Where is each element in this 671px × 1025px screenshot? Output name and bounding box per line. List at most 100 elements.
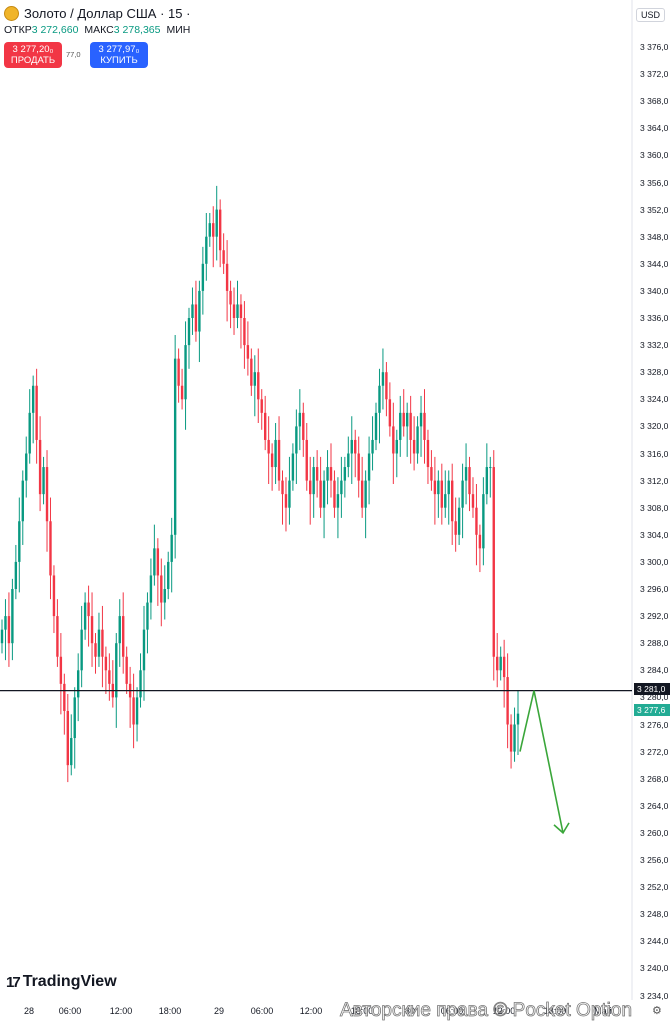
candle	[295, 409, 298, 484]
candle	[246, 321, 250, 376]
symbol-row[interactable]: Золото / Доллар США · 15 ·	[4, 6, 190, 21]
candle	[35, 368, 38, 464]
candle	[309, 456, 312, 525]
candle	[218, 199, 222, 268]
candle	[18, 497, 21, 593]
candle	[502, 639, 506, 708]
candle	[90, 592, 94, 667]
candle	[125, 646, 128, 695]
candle	[184, 321, 187, 430]
candle	[277, 416, 281, 491]
candle	[63, 673, 66, 735]
ohlc-readout: ОТКР3 272,660 МАКС3 278,365 МИН	[4, 24, 190, 36]
candle	[118, 599, 121, 667]
candle	[45, 450, 49, 552]
candle	[250, 348, 253, 396]
candle	[509, 714, 513, 769]
candle	[402, 389, 405, 437]
time-axis-label: 12:00	[109, 1006, 133, 1016]
forecast-arrow-path[interactable]	[519, 690, 564, 834]
candle	[364, 470, 367, 539]
candle	[478, 524, 482, 573]
candle	[4, 599, 7, 661]
price-axis-label: 3 276,0	[640, 719, 669, 730]
spread-value: 77,0	[66, 50, 81, 59]
price-axis-label: 3 352,0	[640, 204, 669, 215]
candle	[128, 666, 132, 728]
candle	[28, 389, 31, 464]
time-axis-label: 28	[23, 1006, 35, 1016]
candle	[66, 694, 69, 783]
candle	[94, 633, 97, 674]
high-value: 3 278,365	[113, 24, 161, 36]
candle	[367, 436, 371, 505]
candle	[412, 416, 416, 471]
candle	[153, 524, 156, 586]
candle	[516, 689, 520, 755]
candle	[267, 416, 270, 484]
time-axis-label: 12:00	[299, 1006, 323, 1016]
candle	[457, 497, 461, 545]
price-axis-label: 3 336,0	[640, 313, 669, 323]
tradingview-logo[interactable]: 17 TradingView	[6, 973, 117, 991]
candle	[468, 456, 471, 512]
settings-gear-icon[interactable]: ⚙	[652, 1005, 662, 1017]
candle	[38, 416, 42, 512]
candle	[430, 450, 433, 491]
candle	[298, 389, 302, 451]
open-value: 3 272,660	[31, 24, 79, 36]
candle	[59, 633, 63, 715]
candle	[281, 470, 284, 525]
price-axis-label: 3 340,0	[640, 285, 669, 296]
currency-button[interactable]: USD	[635, 8, 665, 22]
candle	[326, 450, 329, 505]
candle	[360, 456, 364, 518]
horizontal-line-price-tag: 3 281,0	[634, 683, 670, 695]
symbol-title: Золото / Доллар США · 15 ·	[24, 6, 191, 21]
candle	[7, 592, 11, 667]
candle	[201, 246, 205, 315]
sell-price: 3 277,20₀	[12, 44, 54, 55]
sell-button[interactable]: 3 277,20₀ ПРОДАТЬ	[4, 42, 62, 68]
candle	[146, 592, 149, 654]
candle	[263, 395, 267, 451]
time-axis-label: 18:00	[158, 1006, 182, 1016]
sell-label: ПРОДАТЬ	[10, 55, 56, 66]
price-axis-label: 3 292,0	[640, 611, 669, 622]
price-axis-label: 3 368,0	[640, 96, 669, 107]
logo-text: TradingView	[22, 973, 117, 990]
candle	[399, 395, 402, 457]
candle	[163, 565, 166, 620]
candle	[21, 470, 24, 545]
candle	[343, 456, 347, 498]
price-axis-label: 3 240,0	[640, 963, 669, 974]
price-axis-label: 3 300,0	[640, 556, 669, 567]
candle	[135, 687, 139, 742]
price-axis-label: 3 234,0	[640, 990, 669, 1001]
candle	[381, 348, 385, 410]
buy-label: КУПИТЬ	[100, 55, 138, 66]
candle	[215, 185, 218, 261]
price-axis-label: 3 264,0	[640, 800, 669, 811]
candle	[14, 544, 18, 600]
candle	[160, 558, 163, 627]
candle	[492, 450, 495, 681]
buy-button[interactable]: 3 277,97₀ КУПИТЬ	[90, 42, 148, 68]
candle	[461, 463, 464, 539]
candle	[108, 653, 111, 701]
candle	[471, 477, 475, 518]
candle	[409, 395, 412, 464]
time-axis-label: 06:00	[58, 1006, 82, 1016]
price-axis-label: 3 272,0	[640, 746, 669, 757]
candle	[167, 551, 170, 600]
price-axis-label: 3 348,0	[640, 231, 669, 242]
candle	[489, 456, 492, 498]
last-price-tag: 3 277,6	[634, 704, 670, 716]
time-axis-label: 06:00	[250, 1006, 274, 1016]
price-axis-label: 3 316,0	[640, 448, 669, 459]
candle	[482, 477, 485, 566]
candle	[378, 368, 381, 444]
open-label: ОТКР	[4, 24, 32, 36]
price-axis-label: 3 324,0	[640, 394, 669, 405]
